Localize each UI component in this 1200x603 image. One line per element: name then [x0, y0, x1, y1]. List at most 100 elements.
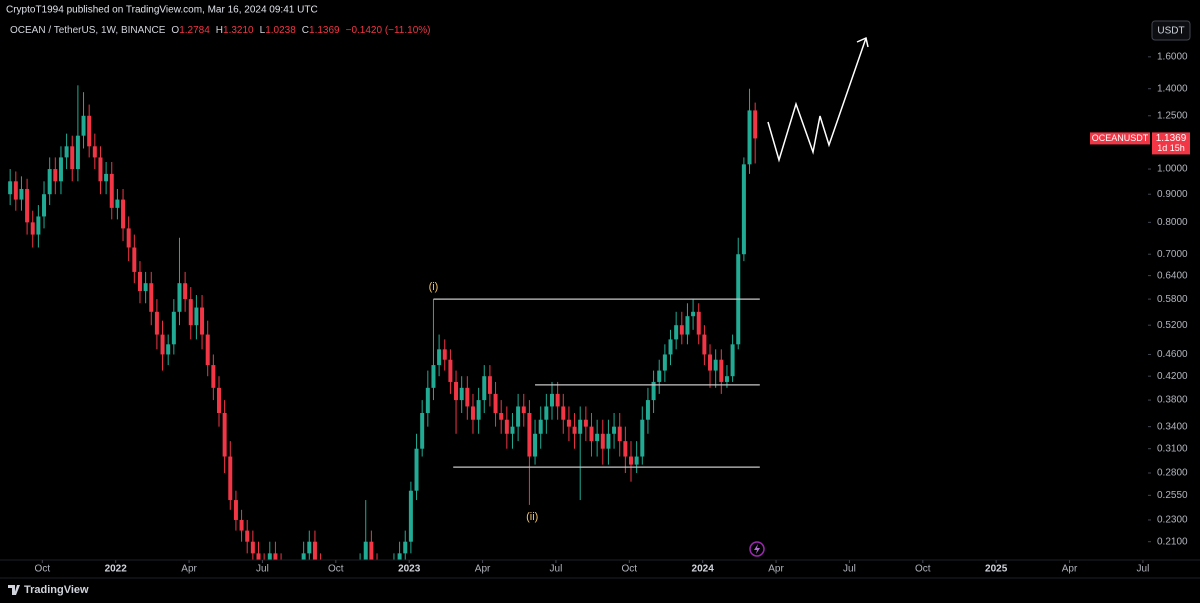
candle-body [600, 433, 605, 449]
ohlc-key: H [216, 25, 223, 36]
candle-body [109, 173, 114, 208]
candle-body [657, 370, 662, 382]
candle-body [245, 530, 250, 542]
candle-body [425, 387, 430, 413]
candle-body [487, 376, 492, 394]
ohlc-key: L [260, 25, 266, 36]
candle-body [81, 115, 86, 136]
symbol-tag-label: OCEANUSDT [1092, 133, 1149, 143]
y-tick-label: 1.0000 [1157, 164, 1188, 175]
countdown-label: 1d 15h [1157, 143, 1185, 153]
price-tag [1152, 132, 1190, 155]
candle-body [691, 311, 696, 317]
candle-body [668, 339, 673, 355]
x-tick-label: Apr [181, 564, 197, 575]
candle-body [166, 344, 171, 355]
ohlc-value: 1.3210 [223, 25, 254, 36]
candle-body [612, 426, 617, 434]
candle-body [126, 228, 131, 248]
candle-body [527, 412, 532, 457]
candle-body [183, 283, 188, 300]
candle-body [640, 419, 645, 457]
x-tick-label: 2024 [692, 564, 715, 575]
candle-body [171, 311, 176, 345]
candle-body [482, 376, 487, 401]
candle-body [222, 412, 227, 457]
candle-body [369, 541, 374, 560]
y-tick-label: 0.8000 [1157, 217, 1188, 228]
candle-body [137, 271, 142, 292]
y-tick-label: 0.4200 [1157, 371, 1188, 382]
candle-body [160, 334, 165, 355]
candle-body [549, 393, 554, 407]
candle-body [448, 359, 453, 382]
candle-body [538, 419, 543, 434]
candle-body [200, 307, 205, 335]
projection-arrowhead [856, 36, 869, 48]
candle-body [25, 188, 30, 223]
candle-body [617, 426, 622, 442]
candle-body [674, 325, 679, 340]
candle-body [188, 299, 193, 326]
candle-body [47, 169, 52, 195]
candle-body [521, 406, 526, 413]
candle-body [459, 387, 464, 401]
candle-body [533, 433, 538, 457]
candle-body [267, 553, 272, 560]
candle-body [555, 393, 560, 407]
candle-body [420, 412, 425, 449]
ohlc-key: O [171, 25, 179, 36]
y-tick-label: 0.3800 [1157, 395, 1188, 406]
candle-body [58, 157, 63, 182]
candle-body [53, 169, 58, 182]
candle-body [753, 110, 758, 139]
candle-body [465, 387, 470, 407]
footer-logo: TradingView [8, 584, 89, 596]
candle-body [476, 400, 481, 420]
symbol-tag [1090, 132, 1150, 145]
currency-button[interactable] [1151, 20, 1191, 41]
y-tick-label: 0.5800 [1157, 294, 1188, 305]
candle-body [589, 426, 594, 442]
y-tick-label: 0.2800 [1157, 468, 1188, 479]
price-tag-label: 1.1369 [1156, 133, 1187, 144]
x-tick-label: Jul [843, 564, 856, 575]
candle-body [719, 359, 724, 382]
candle-body [645, 400, 650, 420]
candle-body [470, 406, 475, 420]
y-tick-label: 0.9000 [1157, 189, 1188, 200]
candle-body [499, 412, 504, 420]
candle-body [121, 199, 126, 229]
candle-body [149, 283, 154, 312]
logo-mark [8, 585, 20, 595]
candle-body [724, 376, 729, 382]
x-tick-label: Apr [768, 564, 784, 575]
ohlc-value: 1.0238 [265, 25, 296, 36]
candle-body [92, 146, 97, 158]
candle-body [510, 426, 515, 434]
candle-body [442, 349, 447, 360]
candle-body [629, 456, 634, 465]
candle-body [273, 553, 278, 560]
x-tick-label: 2023 [398, 564, 421, 575]
wave-label: (i) [429, 281, 439, 293]
x-tick-label: 2022 [105, 564, 128, 575]
candle-body [256, 553, 261, 560]
candle-body [64, 146, 69, 158]
candle-body [205, 334, 210, 366]
currency-label: USDT [1157, 26, 1184, 37]
y-tick-label: 0.4600 [1157, 349, 1188, 360]
candle-body [713, 359, 718, 371]
projection-path [767, 37, 867, 163]
candle-body [228, 456, 233, 501]
candle-body [583, 419, 588, 427]
plot-area [8, 85, 760, 560]
candle-body [651, 381, 656, 401]
change: −0.1420 (−11.10%) [346, 25, 431, 36]
x-tick-label: Oct [915, 564, 931, 575]
candle-body [408, 490, 413, 542]
event-icon-bolt [754, 544, 760, 554]
y-tick-label: 0.2100 [1157, 536, 1188, 547]
event-icon[interactable] [749, 541, 765, 557]
